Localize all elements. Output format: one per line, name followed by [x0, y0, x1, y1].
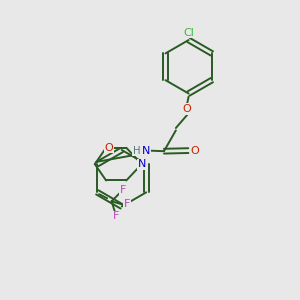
Text: Cl: Cl — [183, 28, 194, 38]
Text: F: F — [113, 211, 119, 221]
Text: N: N — [138, 159, 146, 169]
Text: N: N — [142, 146, 150, 156]
Text: F: F — [124, 199, 130, 209]
Text: O: O — [105, 143, 113, 153]
Text: H: H — [133, 146, 140, 156]
Text: O: O — [183, 104, 191, 114]
Text: F: F — [120, 185, 126, 195]
Text: O: O — [191, 146, 200, 156]
